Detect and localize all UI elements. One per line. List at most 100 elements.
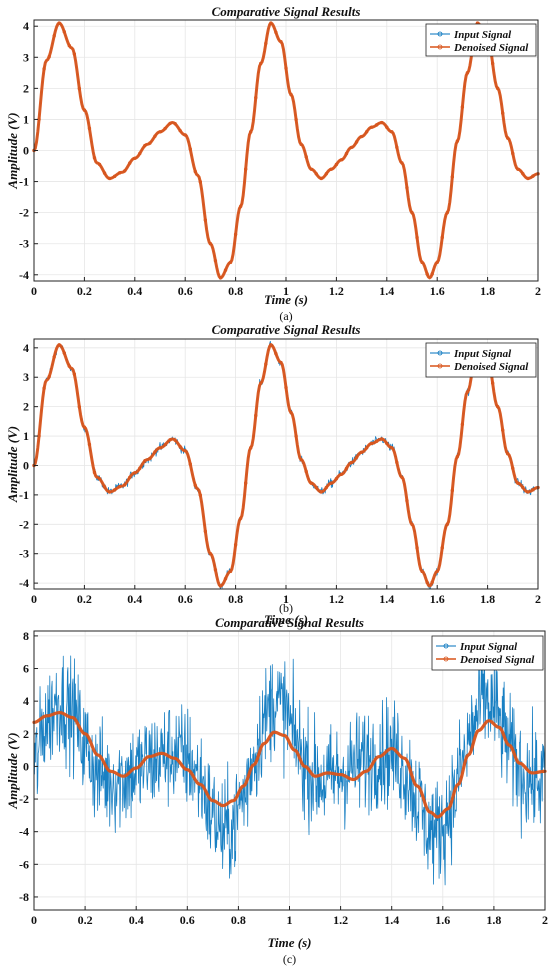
x-tick-label: 2 bbox=[535, 592, 541, 606]
x-tick-label: 1.2 bbox=[333, 913, 348, 927]
y-tick-label: -6 bbox=[19, 857, 29, 871]
legend-label: Denoised Signal bbox=[453, 361, 529, 373]
denoised-marker bbox=[259, 381, 263, 385]
denoised-marker bbox=[233, 543, 238, 547]
denoised-marker bbox=[254, 413, 258, 418]
denoised-marker bbox=[42, 67, 46, 71]
x-tick-label: 0.8 bbox=[231, 913, 246, 927]
denoised-marker bbox=[173, 438, 177, 442]
denoised-marker bbox=[450, 488, 455, 493]
y-axis-label: Amplitude (V) bbox=[5, 426, 20, 503]
denoised-marker bbox=[92, 156, 97, 160]
denoised-marker bbox=[521, 172, 525, 176]
denoised-marker bbox=[233, 232, 238, 237]
x-tick-label: 0.2 bbox=[77, 284, 92, 298]
legend-marker bbox=[443, 656, 449, 662]
denoised-marker bbox=[390, 130, 394, 134]
x-tick-label: 2 bbox=[542, 913, 548, 927]
legend-marker bbox=[437, 44, 443, 50]
legend-label: Denoised Signal bbox=[459, 654, 535, 666]
legend-box bbox=[425, 23, 537, 57]
denoised-marker bbox=[112, 174, 117, 179]
legend-marker bbox=[437, 363, 443, 369]
denoised-marker bbox=[52, 34, 56, 38]
denoised-marker bbox=[511, 151, 515, 156]
x-tick-label: 0.4 bbox=[129, 913, 144, 927]
denoised-marker bbox=[430, 272, 434, 276]
y-tick-label: -1 bbox=[19, 175, 29, 189]
denoised-marker bbox=[501, 428, 505, 432]
denoised-marker bbox=[72, 372, 77, 376]
denoised-marker bbox=[123, 483, 127, 487]
x-tick-label: 0.4 bbox=[127, 284, 142, 298]
denoised-marker bbox=[67, 364, 71, 368]
legend-box bbox=[431, 635, 544, 671]
denoised-marker bbox=[148, 456, 152, 461]
x-tick-label: 0 bbox=[31, 284, 37, 298]
denoised-marker bbox=[117, 484, 122, 489]
denoised-marker bbox=[183, 133, 187, 137]
x-tick-label: 2 bbox=[535, 284, 541, 298]
denoised-marker bbox=[329, 167, 334, 171]
denoised-marker bbox=[198, 180, 203, 184]
chart-panel-1: 0 0.2 0.4 0.6 0.8 1 1.2 1.4 1.6 1.8 2 -4 -3 -2 -1 0 1 2 3 4… bbox=[5, 4, 541, 323]
denoised-marker bbox=[334, 477, 339, 481]
denoised-marker bbox=[97, 162, 102, 167]
denoised-marker bbox=[314, 485, 318, 490]
denoised-marker bbox=[158, 446, 162, 450]
denoised-marker bbox=[405, 499, 409, 503]
denoised-marker bbox=[279, 360, 283, 365]
denoised-marker bbox=[495, 404, 500, 409]
y-tick-label: -2 bbox=[19, 792, 29, 806]
x-tick-label: 0.6 bbox=[180, 913, 195, 927]
denoised-marker bbox=[511, 466, 515, 471]
denoised-marker bbox=[238, 516, 243, 521]
denoised-marker bbox=[82, 108, 87, 112]
denoised-marker bbox=[299, 142, 303, 146]
chart-title: Comparative Signal Results bbox=[215, 615, 364, 630]
denoised-marker bbox=[324, 485, 329, 490]
denoised-marker bbox=[425, 580, 429, 585]
denoised-marker bbox=[501, 111, 505, 115]
denoised-marker bbox=[47, 55, 51, 59]
denoised-marker bbox=[460, 105, 465, 109]
denoised-marker bbox=[430, 580, 434, 585]
denoised-marker bbox=[299, 457, 303, 462]
denoised-marker bbox=[445, 210, 449, 215]
x-tick-label: 1.6 bbox=[430, 284, 445, 298]
denoised-marker bbox=[440, 235, 444, 240]
denoised-marker bbox=[274, 30, 278, 35]
denoised-marker bbox=[52, 355, 56, 359]
denoised-marker bbox=[516, 481, 520, 485]
denoised-marker bbox=[465, 390, 470, 394]
denoised-marker bbox=[319, 176, 323, 181]
y-tick-label: 2 bbox=[23, 727, 29, 741]
y-tick-label: 1 bbox=[23, 112, 29, 126]
x-tick-label: 1.8 bbox=[480, 284, 495, 298]
denoised-marker bbox=[117, 171, 122, 175]
denoised-marker bbox=[410, 522, 414, 526]
denoised-marker bbox=[319, 490, 323, 494]
legend-label: Input Signal bbox=[459, 641, 518, 653]
x-tick-label: 1.6 bbox=[435, 913, 450, 927]
x-tick-label: 1.2 bbox=[329, 592, 344, 606]
denoised-marker bbox=[465, 71, 470, 75]
x-tick-label: 1.4 bbox=[384, 913, 399, 927]
denoised-marker bbox=[344, 151, 349, 156]
denoised-marker bbox=[531, 488, 535, 492]
denoised-marker bbox=[92, 470, 97, 475]
denoised-marker bbox=[143, 143, 147, 148]
denoised-marker bbox=[213, 259, 218, 263]
legend-box bbox=[425, 342, 537, 378]
denoised-marker bbox=[243, 481, 248, 485]
denoised-marker bbox=[62, 351, 66, 355]
x-tick-label: 0.8 bbox=[228, 592, 243, 606]
denoised-marker bbox=[385, 125, 389, 129]
denoised-marker bbox=[339, 472, 344, 476]
denoised-marker bbox=[289, 92, 293, 97]
denoised-marker bbox=[455, 454, 460, 459]
denoised-marker bbox=[395, 145, 399, 150]
x-tick-label: 0.6 bbox=[178, 284, 193, 298]
